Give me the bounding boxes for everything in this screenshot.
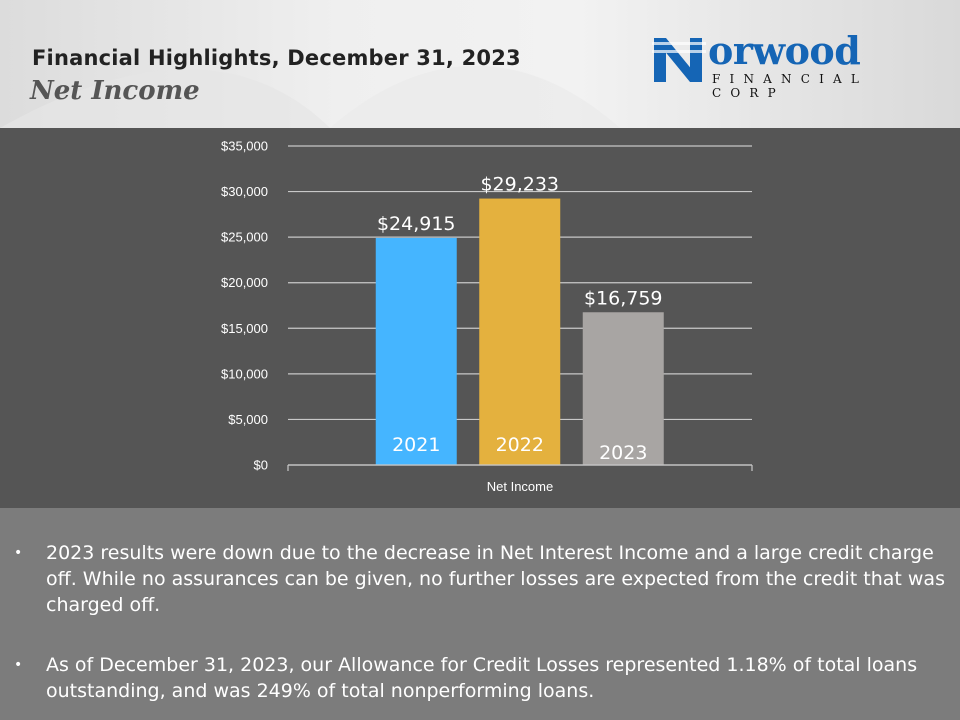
logo-wordmark: orwood [708,28,861,73]
bar-2023 [582,312,664,465]
bullet-list: • 2023 results were down due to the decr… [0,508,960,720]
bullet-item: • 2023 results were down due to the decr… [14,540,951,618]
bar-value-label: $16,759 [584,287,663,309]
bullet-text: As of December 31, 2023, our Allowance f… [46,654,918,702]
page-subtitle: Net Income [30,76,200,106]
header-swoosh-decoration [0,65,620,128]
x-axis-label: Net Income [487,479,553,494]
y-tick-label: $15,000 [221,321,268,336]
bar-2022 [479,198,561,466]
bar-value-label: $24,915 [377,213,456,235]
page-title: Financial Highlights, December 31, 2023 [32,46,521,70]
y-tick-label: $10,000 [221,366,268,381]
chart-panel: $0 $5,000 $10,000 $15,000 $20,000 $25,000 $30,… [0,128,960,508]
bullet-marker: • [14,657,23,673]
net-income-bar-chart: $0 $5,000 $10,000 $15,000 $20,000 $25,000 $30,… [221,139,753,494]
bar-2021 [375,237,457,465]
y-tick-label: $30,000 [221,184,268,199]
bullet-item: • As of December 31, 2023, our Allowance… [14,652,951,704]
logo-n-mark-icon [652,38,706,82]
bullet-marker: • [14,545,23,561]
bar-value-label: $29,233 [480,174,559,196]
category-label: 2023 [599,442,647,464]
header-banner: Financial Highlights, December 31, 2023 … [0,0,960,128]
y-tick-label: $0 [254,458,268,473]
y-tick-label: $35,000 [221,139,268,154]
logo-subtitle: FINANCIAL CORP [712,72,869,100]
company-logo: orwood FINANCIAL CORP [652,28,934,100]
category-label: 2022 [496,434,544,456]
y-tick-label: $5,000 [228,412,268,427]
bullet-text: 2023 results were down due to the decrea… [46,542,945,616]
y-tick-label: $25,000 [221,230,268,245]
y-tick-label: $20,000 [221,275,268,290]
category-label: 2021 [392,434,440,456]
